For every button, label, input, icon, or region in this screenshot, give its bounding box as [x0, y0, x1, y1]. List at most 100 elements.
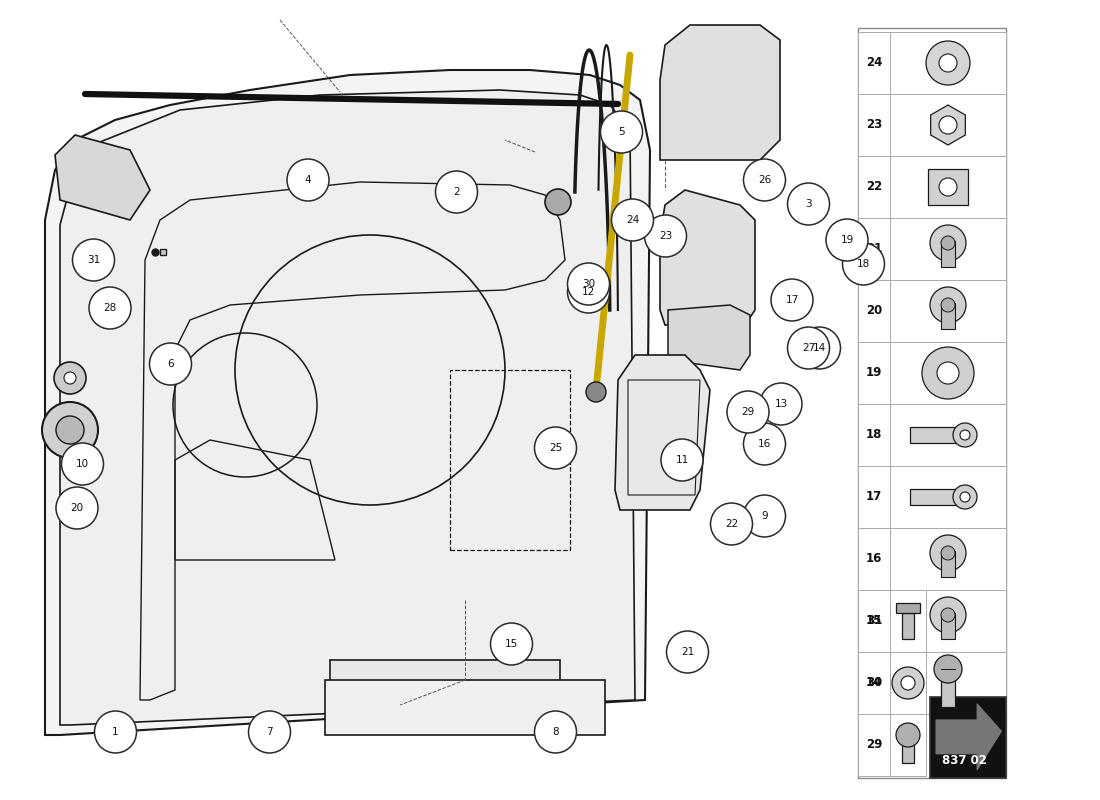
Bar	[896, 603, 920, 613]
Bar	[902, 739, 914, 763]
Circle shape	[436, 171, 477, 213]
Circle shape	[953, 423, 977, 447]
Polygon shape	[615, 355, 710, 510]
Text: 12: 12	[582, 287, 595, 297]
Circle shape	[940, 546, 955, 560]
Text: 23: 23	[866, 118, 882, 131]
Bar	[858, 466, 1006, 528]
Text: a passion for parts since 1985: a passion for parts since 1985	[210, 496, 630, 524]
Bar	[858, 94, 1006, 156]
Circle shape	[535, 427, 576, 469]
Text: 29: 29	[866, 738, 882, 751]
Circle shape	[95, 711, 136, 753]
Circle shape	[744, 423, 785, 465]
Bar	[858, 32, 1006, 94]
Circle shape	[54, 362, 86, 394]
Text: 20: 20	[866, 305, 882, 318]
Bar	[940, 551, 955, 577]
Bar	[858, 590, 1006, 652]
Circle shape	[568, 263, 609, 305]
Polygon shape	[668, 305, 750, 370]
Bar	[928, 169, 968, 205]
Circle shape	[612, 199, 653, 241]
Bar	[324, 680, 605, 735]
Text: 6: 6	[167, 359, 174, 369]
Bar	[940, 613, 955, 639]
Polygon shape	[660, 25, 780, 160]
Circle shape	[892, 667, 924, 699]
Text: 22: 22	[866, 181, 882, 194]
Polygon shape	[936, 704, 1001, 770]
Text: eurocars: eurocars	[174, 351, 667, 449]
Text: 7: 7	[266, 727, 273, 737]
Circle shape	[645, 215, 686, 257]
Circle shape	[896, 723, 920, 747]
Text: 18: 18	[857, 259, 870, 269]
Bar	[858, 28, 1006, 778]
Text: 22: 22	[725, 519, 738, 529]
Text: 23: 23	[659, 231, 672, 241]
Text: 31: 31	[87, 255, 100, 265]
Circle shape	[568, 271, 609, 313]
Text: 17: 17	[785, 295, 799, 305]
Text: 10: 10	[76, 459, 89, 469]
Bar	[910, 489, 965, 505]
Circle shape	[930, 535, 966, 571]
Circle shape	[42, 402, 98, 458]
Text: 17: 17	[866, 490, 882, 503]
Text: 30: 30	[866, 677, 882, 690]
Circle shape	[727, 391, 769, 433]
Text: 5: 5	[618, 127, 625, 137]
Text: 20: 20	[70, 503, 84, 513]
Bar	[940, 241, 955, 267]
Text: 30: 30	[582, 279, 595, 289]
Circle shape	[601, 111, 642, 153]
Circle shape	[711, 503, 752, 545]
Circle shape	[760, 383, 802, 425]
Text: 15: 15	[505, 639, 518, 649]
Text: 27: 27	[802, 343, 815, 353]
Circle shape	[544, 189, 571, 215]
Text: 9: 9	[761, 511, 768, 521]
Bar	[858, 218, 1006, 280]
Circle shape	[939, 116, 957, 134]
Circle shape	[64, 372, 76, 384]
Text: 2: 2	[453, 187, 460, 197]
Bar	[858, 652, 1006, 714]
Circle shape	[930, 287, 966, 323]
Circle shape	[939, 178, 957, 196]
Bar	[858, 156, 1006, 218]
Circle shape	[799, 327, 840, 369]
Bar	[858, 714, 926, 776]
Circle shape	[62, 443, 103, 485]
Bar	[910, 427, 965, 443]
Circle shape	[89, 287, 131, 329]
Text: 16: 16	[758, 439, 771, 449]
Text: 14: 14	[866, 677, 882, 690]
Polygon shape	[60, 90, 635, 725]
Text: 837 02: 837 02	[942, 754, 987, 766]
Circle shape	[249, 711, 290, 753]
Circle shape	[940, 608, 955, 622]
Circle shape	[934, 655, 962, 683]
Circle shape	[744, 495, 785, 537]
Circle shape	[661, 439, 703, 481]
Bar	[930, 698, 1007, 778]
Circle shape	[73, 239, 114, 281]
Circle shape	[843, 243, 884, 285]
Circle shape	[960, 430, 970, 440]
Circle shape	[491, 623, 532, 665]
Circle shape	[926, 41, 970, 85]
Circle shape	[953, 485, 977, 509]
Text: 19: 19	[840, 235, 854, 245]
Circle shape	[287, 159, 329, 201]
Circle shape	[56, 487, 98, 529]
Text: 24: 24	[866, 57, 882, 70]
Bar	[858, 652, 926, 714]
Bar	[330, 660, 560, 720]
Text: 4: 4	[305, 175, 311, 185]
Polygon shape	[931, 105, 966, 145]
Circle shape	[788, 327, 829, 369]
Text: 26: 26	[758, 175, 771, 185]
Circle shape	[937, 362, 959, 384]
